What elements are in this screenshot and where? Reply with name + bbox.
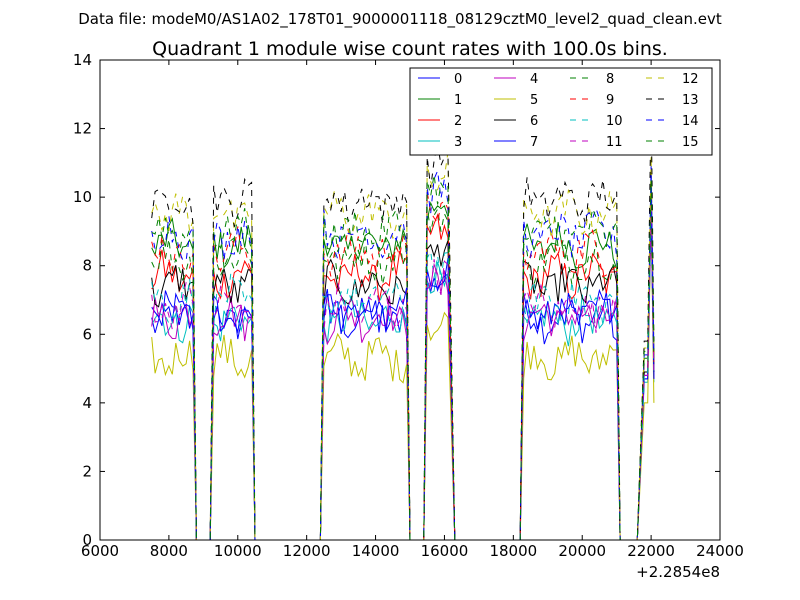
legend-label-15: 15 [682, 135, 699, 150]
y-tick-label: 8 [82, 257, 92, 275]
series-line-8 [151, 186, 655, 540]
y-tick-label: 2 [82, 462, 92, 480]
legend-label-9: 9 [606, 93, 614, 108]
y-tick-label: 0 [82, 531, 92, 549]
legend-label-3: 3 [454, 135, 462, 150]
series-line-3 [151, 214, 655, 540]
series-line-10 [151, 200, 655, 540]
plot-area: 6000 8000 10000 12000 14000 16000 18000 20000 22… [73, 51, 744, 560]
figure-suptitle: Data file: modeM0/AS1A02_178T01_90000011… [78, 10, 722, 29]
legend-label-13: 13 [682, 93, 699, 108]
series-line-12 [151, 152, 655, 540]
y-tick-label: 12 [73, 120, 92, 138]
legend-label-11: 11 [606, 135, 623, 150]
x-tick-label: 18000 [489, 542, 537, 560]
x-tick-label: 6000 [81, 542, 119, 560]
legend-label-8: 8 [606, 72, 614, 87]
legend-label-4: 4 [530, 72, 538, 87]
x-tick-label: 24000 [696, 542, 744, 560]
legend-label-7: 7 [530, 135, 538, 150]
legend-label-5: 5 [530, 93, 538, 108]
series-line-7 [151, 207, 655, 540]
y-tick-label: 6 [82, 325, 92, 343]
legend-label-10: 10 [606, 114, 623, 129]
series-layer [151, 101, 655, 540]
series-line-1 [151, 190, 655, 540]
legend-label-1: 1 [454, 93, 462, 108]
x-tick-label: 14000 [352, 542, 400, 560]
x-tick-label: 22000 [627, 542, 675, 560]
y-tick-label: 4 [82, 394, 92, 412]
series-line-11 [151, 203, 655, 540]
legend-label-14: 14 [682, 114, 699, 129]
series-line-14 [151, 166, 655, 540]
y-tick-label: 10 [73, 188, 92, 206]
tick-layer: 6000 8000 10000 12000 14000 16000 18000 20000 22… [73, 51, 744, 560]
x-tick-label: 8000 [150, 542, 188, 560]
legend-label-0: 0 [454, 72, 462, 87]
axes-frame [99, 59, 721, 541]
series-line-5 [151, 210, 655, 540]
y-tick-label: 14 [73, 51, 92, 69]
x-tick-label: 10000 [214, 542, 262, 560]
series-line-9 [151, 186, 655, 540]
chart-title: Quadrant 1 module wise count rates with … [152, 38, 668, 60]
series-line-15 [151, 174, 655, 540]
x-tick-label: 20000 [558, 542, 606, 560]
series-line-6 [151, 190, 655, 540]
x-offset-label: +2.2854e8 [636, 563, 720, 581]
series-line-13 [151, 101, 655, 540]
legend-label-6: 6 [530, 114, 538, 129]
series-line-2 [151, 207, 655, 540]
legend-label-12: 12 [682, 72, 699, 87]
x-tick-label: 12000 [283, 542, 331, 560]
legend-label-2: 2 [454, 114, 462, 129]
x-tick-label: 16000 [421, 542, 469, 560]
